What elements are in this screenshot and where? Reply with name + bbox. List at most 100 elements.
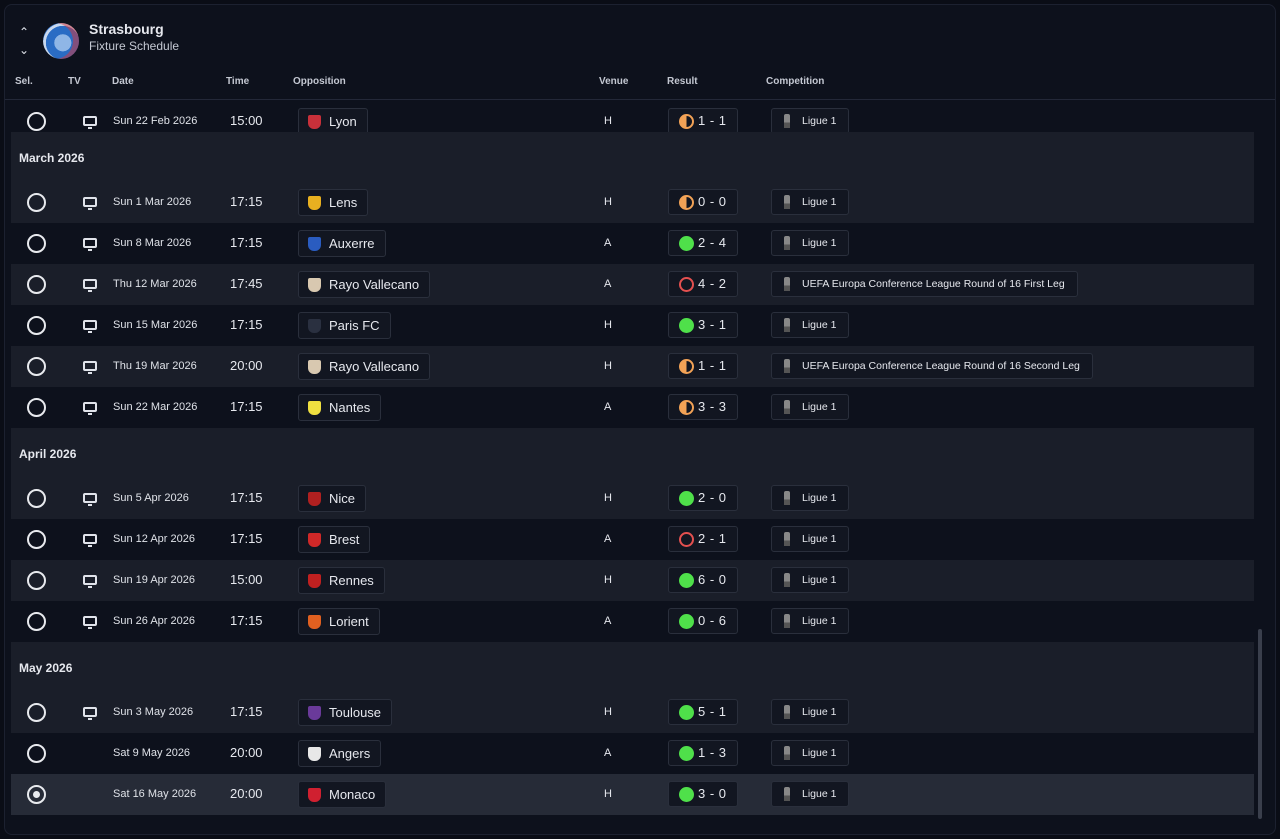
column-headers: Sel. TV Date Time Opposition Venue Resul… (5, 76, 1275, 98)
fixture-row[interactable]: Sun 1 Mar 2026 17:15 Lens H 0 - 0 Ligue 1 (11, 182, 1254, 223)
tv-icon (83, 238, 97, 251)
result-chip[interactable]: 1 - 1 (668, 108, 738, 134)
competition-chip[interactable]: Ligue 1 (771, 526, 850, 552)
opposition-chip[interactable]: Lens (298, 189, 369, 216)
competition-chip[interactable]: Ligue 1 (771, 485, 850, 511)
competition-chip[interactable]: Ligue 1 (771, 230, 850, 256)
result-chip[interactable]: 3 - 3 (668, 394, 738, 420)
competition-chip[interactable]: Ligue 1 (771, 608, 850, 634)
competition-name: Ligue 1 (802, 196, 837, 208)
competition-chip[interactable]: Ligue 1 (771, 781, 850, 807)
competition-chip[interactable]: Ligue 1 (771, 699, 850, 725)
opposition-chip[interactable]: Angers (298, 740, 382, 767)
fixture-time: 20:00 (230, 786, 263, 801)
result-chip[interactable]: 3 - 1 (668, 312, 738, 338)
score: 4 - 2 (698, 276, 727, 291)
select-radio[interactable] (27, 744, 46, 763)
select-radio[interactable] (27, 398, 46, 417)
fixture-time: 17:15 (230, 704, 263, 719)
opposition-chip[interactable]: Rayo Vallecano (298, 271, 431, 298)
opposition-chip[interactable]: Nantes (298, 394, 382, 421)
select-radio[interactable] (27, 489, 46, 508)
opposition-name: Toulouse (329, 705, 382, 720)
fixture-row[interactable]: Thu 12 Mar 2026 17:45 Rayo Vallecano A 4 - 2… (11, 264, 1254, 305)
fixture-row[interactable]: Sun 8 Mar 2026 17:15 Auxerre A 2 - 4 Ligue 1 (11, 223, 1254, 264)
select-radio[interactable] (27, 234, 46, 253)
fixture-row[interactable]: Sun 19 Apr 2026 15:00 Rennes H 6 - 0 Ligue 1 (11, 560, 1254, 601)
page-subtitle: Fixture Schedule (89, 39, 180, 53)
fixture-row[interactable]: Sun 26 Apr 2026 17:15 Lorient A 0 - 6 Ligue 1 (11, 601, 1254, 642)
result-chip[interactable]: 3 - 0 (668, 781, 738, 807)
chevron-up-icon[interactable]: ⌃ (18, 25, 30, 39)
result-chip[interactable]: 0 - 6 (668, 608, 738, 634)
col-result[interactable]: Result (667, 76, 698, 87)
opposition-chip[interactable]: Paris FC (298, 312, 391, 339)
competition-chip[interactable]: Ligue 1 (771, 567, 850, 593)
opposition-chip[interactable]: Auxerre (298, 230, 386, 257)
trophy-icon (784, 573, 790, 587)
select-radio[interactable] (27, 785, 46, 804)
result-chip[interactable]: 2 - 0 (668, 485, 738, 511)
fixture-row[interactable]: Sun 22 Mar 2026 17:15 Nantes A 3 - 3 Ligue 1 (11, 387, 1254, 428)
scrollbar[interactable] (1258, 629, 1262, 819)
fixture-row[interactable]: Thu 19 Mar 2026 20:00 Rayo Vallecano H 1 - 1… (11, 346, 1254, 387)
fixture-row[interactable]: Sat 9 May 2026 20:00 Angers A 1 - 3 Ligue 1 (11, 733, 1254, 774)
competition-chip[interactable]: Ligue 1 (771, 189, 850, 215)
col-tv[interactable]: TV (68, 76, 81, 87)
opposition-chip[interactable]: Lorient (298, 608, 380, 635)
select-radio[interactable] (27, 703, 46, 722)
competition-chip[interactable]: Ligue 1 (771, 108, 850, 134)
chevron-down-icon[interactable]: ⌄ (18, 43, 30, 57)
fixture-row[interactable]: Sat 16 May 2026 20:00 Monaco H 3 - 0 Ligue 1 (11, 774, 1254, 815)
competition-chip[interactable]: Ligue 1 (771, 312, 850, 338)
result-chip[interactable]: 1 - 1 (668, 353, 738, 379)
tv-icon (83, 361, 97, 374)
select-radio[interactable] (27, 357, 46, 376)
result-chip[interactable]: 0 - 0 (668, 189, 738, 215)
select-radio[interactable] (27, 530, 46, 549)
select-radio[interactable] (27, 275, 46, 294)
opposition-chip[interactable]: Rayo Vallecano (298, 353, 431, 380)
fixture-row[interactable]: Sun 3 May 2026 17:15 Toulouse H 5 - 1 Ligue 1 (11, 692, 1254, 733)
opposition-chip[interactable]: Lyon (298, 108, 368, 135)
score: 5 - 1 (698, 704, 727, 719)
select-radio[interactable] (27, 612, 46, 631)
competition-chip[interactable]: UEFA Europa Conference League Round of 1… (771, 353, 1093, 379)
result-chip[interactable]: 5 - 1 (668, 699, 738, 725)
opposition-chip[interactable]: Brest (298, 526, 371, 553)
competition-chip[interactable]: Ligue 1 (771, 740, 850, 766)
col-date[interactable]: Date (112, 76, 134, 87)
fixture-list: Sun 22 Feb 2026 15:00 Lyon H 1 - 1 Ligue 1 Mar… (11, 101, 1254, 815)
result-chip[interactable]: 2 - 1 (668, 526, 738, 552)
result-chip[interactable]: 4 - 2 (668, 271, 738, 297)
fixture-time: 20:00 (230, 358, 263, 373)
opposition-chip[interactable]: Toulouse (298, 699, 393, 726)
col-competition[interactable]: Competition (766, 76, 825, 87)
score: 2 - 1 (698, 531, 727, 546)
select-radio[interactable] (27, 112, 46, 131)
competition-chip[interactable]: Ligue 1 (771, 394, 850, 420)
fixture-row[interactable]: Sun 22 Feb 2026 15:00 Lyon H 1 - 1 Ligue 1 (11, 101, 1254, 135)
col-time[interactable]: Time (226, 76, 250, 87)
trophy-icon (784, 400, 790, 414)
trophy-icon (784, 195, 790, 209)
result-chip[interactable]: 2 - 4 (668, 230, 738, 256)
fixture-row[interactable]: Sun 5 Apr 2026 17:15 Nice H 2 - 0 Ligue 1 (11, 478, 1254, 519)
select-radio[interactable] (27, 316, 46, 335)
opposition-chip[interactable]: Rennes (298, 567, 385, 594)
team-name[interactable]: Strasbourg (89, 21, 164, 37)
col-venue[interactable]: Venue (599, 76, 629, 87)
select-radio[interactable] (27, 193, 46, 212)
col-opposition[interactable]: Opposition (293, 76, 346, 87)
col-sel[interactable]: Sel. (15, 76, 33, 87)
select-radio[interactable] (27, 571, 46, 590)
result-chip[interactable]: 1 - 3 (668, 740, 738, 766)
fixture-row[interactable]: Sun 12 Apr 2026 17:15 Brest A 2 - 1 Ligue 1 (11, 519, 1254, 560)
competition-chip[interactable]: UEFA Europa Conference League Round of 1… (771, 271, 1078, 297)
opposition-chip[interactable]: Nice (298, 485, 367, 512)
result-chip[interactable]: 6 - 0 (668, 567, 738, 593)
fixture-row[interactable]: Sun 15 Mar 2026 17:15 Paris FC H 3 - 1 Ligue … (11, 305, 1254, 346)
opposition-chip[interactable]: Monaco (298, 781, 387, 808)
tv-icon (83, 575, 97, 588)
fixture-date: Sun 19 Apr 2026 (113, 574, 195, 586)
